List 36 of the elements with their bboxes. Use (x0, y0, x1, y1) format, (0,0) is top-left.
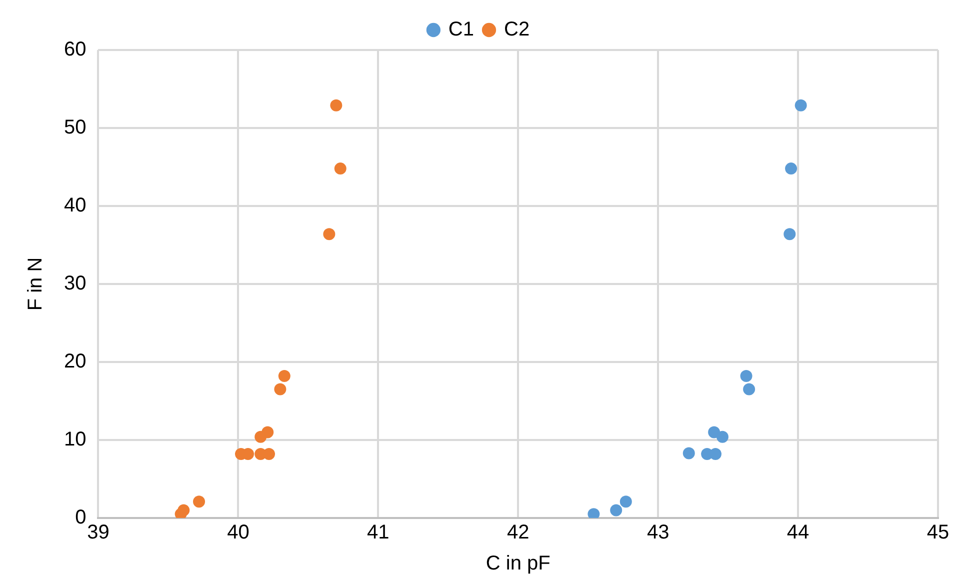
point (193, 496, 206, 508)
x-tick-label: 40 (227, 522, 250, 544)
point (178, 504, 190, 516)
point (278, 370, 290, 382)
point (330, 99, 342, 112)
y-axis-title: F in N (24, 257, 47, 311)
x-tick-label: 42 (507, 522, 530, 544)
legend-label: C2 (504, 18, 530, 41)
y-tick-label: 20 (64, 350, 86, 373)
x-tick-label: 44 (786, 522, 810, 544)
x-tick-label: 43 (646, 522, 670, 544)
point (784, 228, 796, 240)
point (323, 228, 336, 240)
y-tick-label: 40 (64, 194, 86, 217)
y-tick-label: 10 (64, 428, 86, 451)
point (785, 162, 798, 175)
point (682, 447, 695, 460)
point (610, 504, 622, 516)
y-tick-label: 50 (64, 116, 86, 139)
point (794, 99, 807, 112)
point (262, 426, 274, 438)
x-axis-title: C in pF (486, 552, 550, 575)
point (274, 383, 286, 396)
point (334, 162, 346, 175)
x-tick-label: 41 (367, 522, 390, 544)
x-tick-label: 39 (87, 522, 110, 544)
point (708, 426, 720, 438)
y-tick-label: 60 (64, 38, 86, 61)
x-tick-label: 45 (926, 522, 950, 544)
legend-label: C1 (448, 18, 474, 41)
point (743, 383, 756, 396)
point (716, 430, 728, 443)
point (620, 496, 632, 508)
point (740, 370, 752, 382)
y-tick-label: 0 (75, 506, 86, 529)
y-tick-label: 30 (64, 272, 86, 295)
